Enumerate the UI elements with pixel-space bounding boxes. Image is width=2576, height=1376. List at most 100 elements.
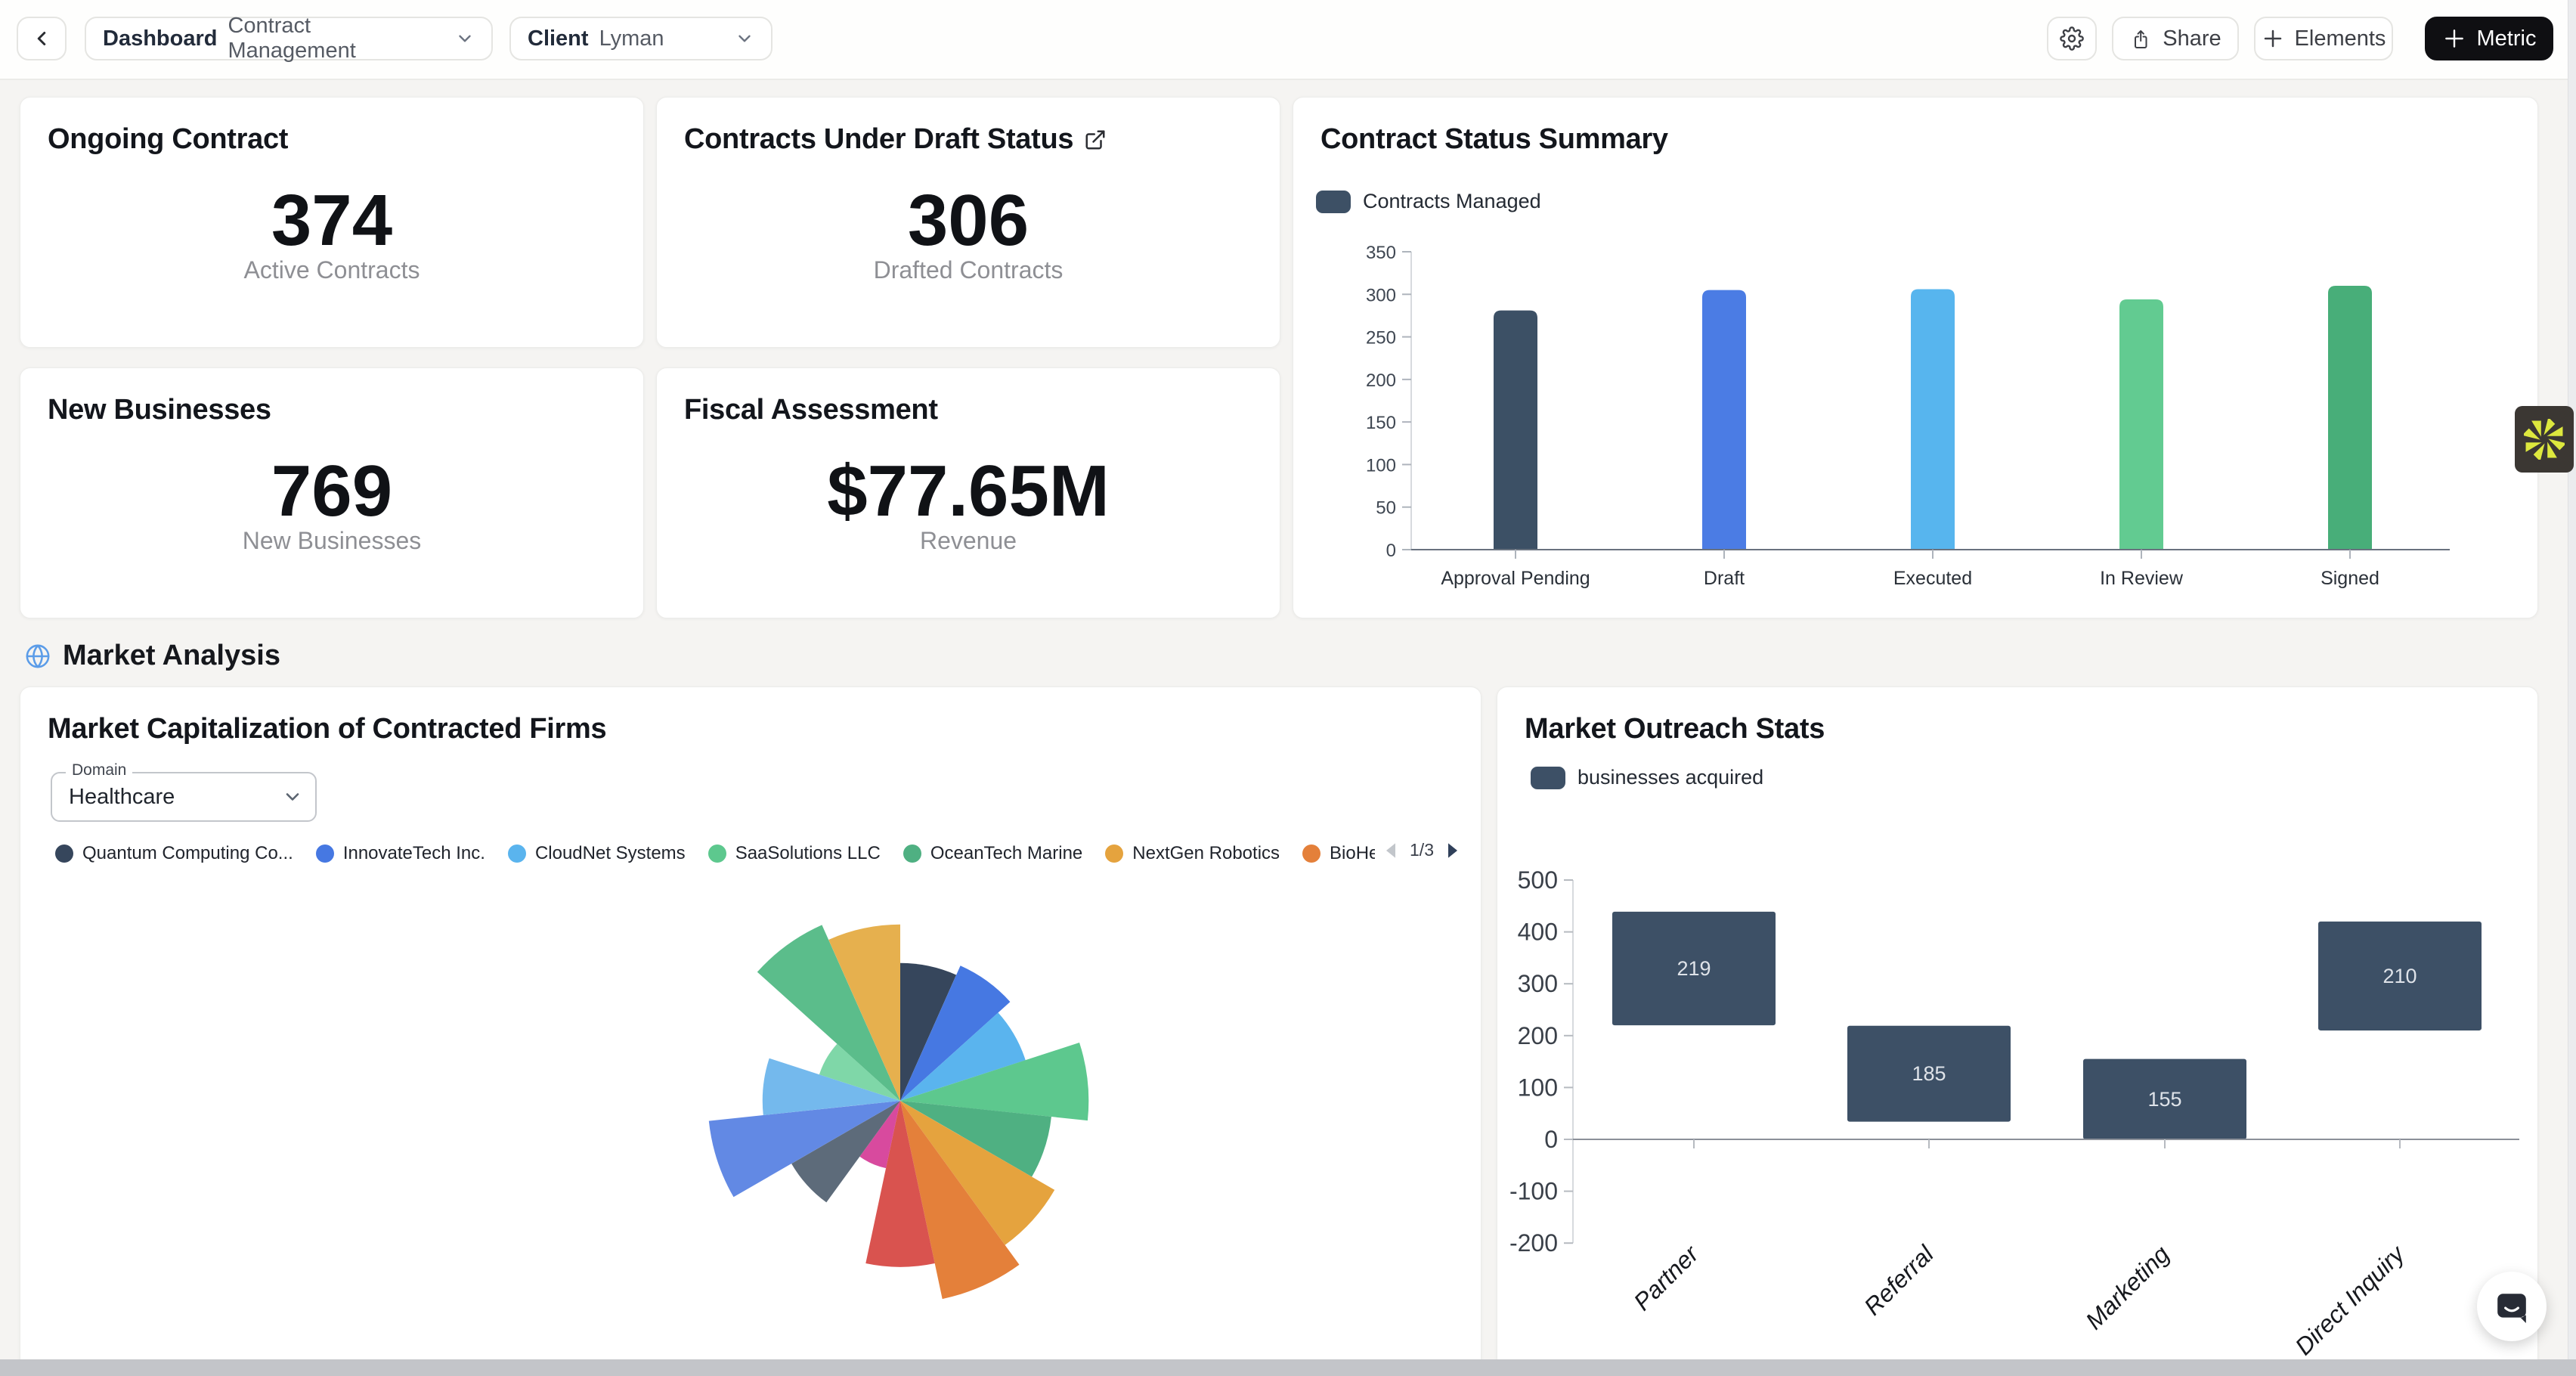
contract-status-summary-card: Contract Status Summary Contracts Manage…	[1293, 97, 2538, 618]
svg-text:219: 219	[1677, 957, 1711, 980]
svg-text:50: 50	[1376, 498, 1396, 519]
share-button[interactable]: Share	[2112, 17, 2239, 60]
metric-caption: Revenue	[919, 527, 1017, 554]
legend-item[interactable]: Quantum Computing Co...	[55, 843, 293, 864]
legend-item[interactable]: OceanTech Marine	[903, 843, 1082, 864]
svg-text:Partner: Partner	[1628, 1240, 1704, 1316]
legend-item[interactable]: SaaSolutions LLC	[707, 843, 881, 864]
market-cap-rose-chart[interactable]	[20, 878, 1482, 1375]
legend-next-button[interactable]	[1444, 841, 1461, 860]
svg-text:350: 350	[1366, 243, 1396, 263]
legend-item[interactable]: BioHealth Sol	[1302, 843, 1386, 864]
legend-dot	[315, 845, 334, 863]
chat-bubble-smile-icon	[2494, 1289, 2529, 1324]
legend-item-label: OceanTech Marine	[930, 843, 1083, 863]
settings-button[interactable]	[2047, 17, 2097, 60]
metric-value: 374	[271, 180, 393, 261]
legend-swatch	[1531, 766, 1565, 789]
client-selector[interactable]: Client Lyman	[509, 17, 772, 60]
legend-dot	[1105, 845, 1124, 863]
pinwheel-widget-button[interactable]	[2515, 406, 2574, 473]
svg-text:0: 0	[1544, 1126, 1558, 1153]
legend-item-label: SaaSolutions LLC	[735, 843, 881, 863]
share-icon	[2129, 27, 2152, 50]
svg-text:300: 300	[1518, 970, 1558, 997]
legend-dot	[55, 845, 73, 863]
svg-text:300: 300	[1366, 285, 1396, 305]
card-title: Contracts Under Draft Status	[684, 123, 1107, 156]
svg-text:In Review: In Review	[2100, 568, 2184, 589]
legend-item-label: CloudNet Systems	[534, 843, 686, 863]
metric-card-fiscal-assessment: Fiscal Assessment $77.65M Revenue	[656, 367, 1280, 618]
chat-launcher-button[interactable]	[2477, 1272, 2547, 1341]
svg-text:200: 200	[1518, 1022, 1558, 1049]
topbar: Dashboard Contract Management Client Lym…	[0, 0, 2576, 80]
plus-icon	[2442, 26, 2466, 51]
svg-text:Approval Pending: Approval Pending	[1441, 568, 1590, 589]
vertical-scrollbar[interactable]	[2568, 0, 2576, 1376]
svg-text:100: 100	[1366, 455, 1396, 476]
svg-text:400: 400	[1518, 919, 1558, 946]
legend-dot	[507, 845, 526, 863]
legend-item[interactable]: NextGen Robotics	[1105, 843, 1280, 864]
add-elements-button-label: Elements	[2294, 26, 2386, 51]
market-analysis-section-header: Market Analysis	[25, 640, 280, 672]
svg-text:Draft: Draft	[1704, 568, 1745, 589]
metric-value: $77.65M	[827, 451, 1110, 531]
legend-prev-button[interactable]	[1382, 841, 1399, 860]
market-capitalization-card: Market Capitalization of Contracted Firm…	[20, 686, 1482, 1376]
legend-item[interactable]: InnovateTech Inc.	[315, 843, 485, 864]
svg-text:Direct Inquiry: Direct Inquiry	[2290, 1239, 2410, 1360]
legend-item[interactable]: CloudNet Systems	[507, 843, 686, 864]
legend-dot	[707, 845, 726, 863]
card-title: Market Outreach Stats	[1525, 713, 1825, 745]
metric-caption: Drafted Contracts	[873, 256, 1064, 284]
metric-value: 306	[907, 180, 1029, 261]
dashboard-selector[interactable]: Dashboard Contract Management	[85, 14, 493, 63]
card-title: Market Capitalization of Contracted Firm…	[48, 713, 607, 745]
add-metric-button-label: Metric	[2476, 26, 2537, 51]
domain-select-label: Domain	[66, 761, 133, 779]
back-button[interactable]	[17, 17, 67, 60]
metric-card-contracts-under-draft: Contracts Under Draft Status 306 Drafted…	[656, 97, 1280, 348]
gear-icon	[2060, 26, 2084, 51]
legend-dot	[1302, 845, 1321, 863]
svg-text:200: 200	[1366, 370, 1396, 391]
svg-text:0: 0	[1386, 541, 1396, 561]
market-outreach-bar-chart[interactable]: -200 -100 0 100 200 300 400 500 219 185 155 210 Part…	[1497, 832, 2539, 1375]
chevron-left-icon	[30, 27, 53, 50]
add-elements-button[interactable]: Elements	[2254, 17, 2393, 60]
dashboard-selector-label: Dashboard	[103, 26, 218, 51]
legend-item-contracts-managed[interactable]: Contracts Managed	[1316, 190, 1541, 213]
legend-pagination: 1/3	[1375, 840, 1461, 860]
contract-status-bar-chart[interactable]: 0 50 100 150 200 250 300 350 Approval Pending Dra…	[1293, 203, 2539, 612]
legend-dot	[903, 845, 921, 863]
legend-page-indicator: 1/3	[1410, 840, 1434, 860]
legend-item-businesses-acquired[interactable]: businesses acquired	[1531, 766, 1763, 789]
chevron-down-icon	[735, 29, 754, 48]
svg-text:210: 210	[2382, 965, 2417, 987]
svg-text:500: 500	[1518, 866, 1558, 894]
legend-swatch	[1316, 190, 1351, 213]
globe-icon	[25, 643, 51, 669]
legend-label: businesses acquired	[1577, 766, 1764, 789]
svg-text:-200: -200	[1509, 1229, 1558, 1257]
card-title: Contract Status Summary	[1321, 123, 1668, 155]
svg-text:Executed: Executed	[1893, 568, 1972, 589]
domain-select[interactable]: Domain Healthcare	[51, 761, 317, 822]
external-link-icon[interactable]	[1084, 129, 1107, 151]
svg-text:155: 155	[2147, 1088, 2181, 1111]
svg-text:Referral: Referral	[1859, 1240, 1940, 1321]
metric-caption: Active Contracts	[243, 256, 420, 284]
chevron-down-icon	[455, 29, 475, 48]
add-metric-button[interactable]: Metric	[2425, 17, 2553, 60]
card-title-text: Contracts Under Draft Status	[684, 123, 1074, 155]
dashboard-selector-value: Contract Management	[228, 14, 356, 63]
metric-card-ongoing-contract: Ongoing Contract 374 Active Contracts	[20, 97, 644, 348]
market-outreach-stats-card: Market Outreach Stats businesses acquire…	[1497, 686, 2538, 1376]
client-selector-label: Client	[528, 26, 589, 51]
metric-value: 769	[271, 451, 393, 531]
svg-text:150: 150	[1366, 413, 1396, 433]
horizontal-scrollbar-thumb[interactable]	[0, 1359, 2576, 1376]
legend-item-label: InnovateTech Inc.	[342, 843, 485, 863]
